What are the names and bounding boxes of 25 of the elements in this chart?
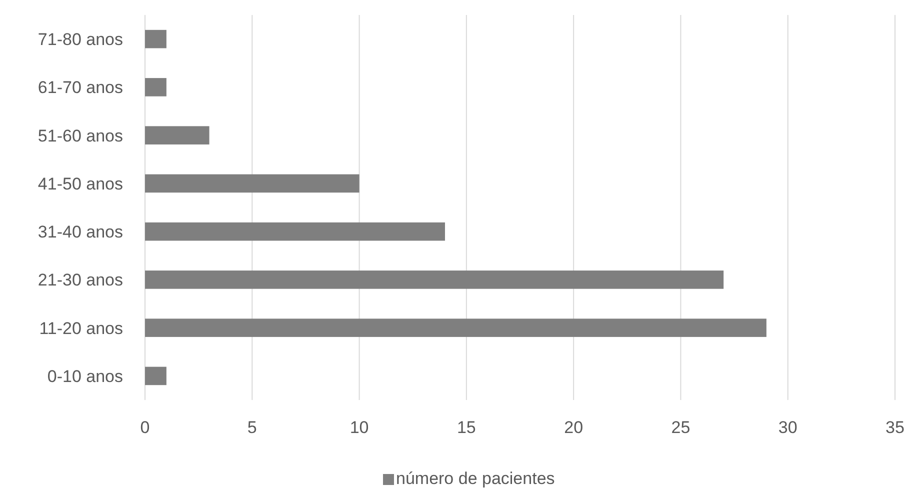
x-tick-label: 30	[778, 418, 798, 437]
y-tick-label: 0-10 anos	[47, 366, 123, 386]
bar	[145, 126, 210, 144]
x-tick-label: 5	[247, 418, 257, 437]
x-tick-label: 20	[564, 418, 584, 437]
y-tick-label: 41-50 anos	[38, 174, 123, 194]
y-tick-label: 61-70 anos	[38, 78, 123, 98]
bar	[145, 174, 360, 193]
legend-label: número de pacientes	[396, 469, 555, 488]
x-tick-label: 15	[456, 418, 476, 437]
bar	[145, 318, 766, 337]
y-tick-label: 71-80 anos	[38, 30, 123, 50]
bar	[145, 30, 166, 48]
y-tick-label: 21-30 anos	[38, 270, 123, 290]
bar	[145, 270, 724, 289]
bar	[145, 78, 166, 96]
x-tick-label: 10	[350, 418, 369, 437]
x-tick-label: 25	[671, 418, 690, 437]
y-tick-label: 51-60 anos	[38, 126, 123, 146]
y-tick-label: 11-20 anos	[39, 318, 123, 338]
bar	[145, 222, 445, 241]
x-tick-label: 35	[886, 418, 904, 437]
bar	[145, 366, 166, 386]
x-tick-label: 0	[140, 418, 150, 437]
y-tick-label: 31-40 anos	[38, 222, 123, 242]
